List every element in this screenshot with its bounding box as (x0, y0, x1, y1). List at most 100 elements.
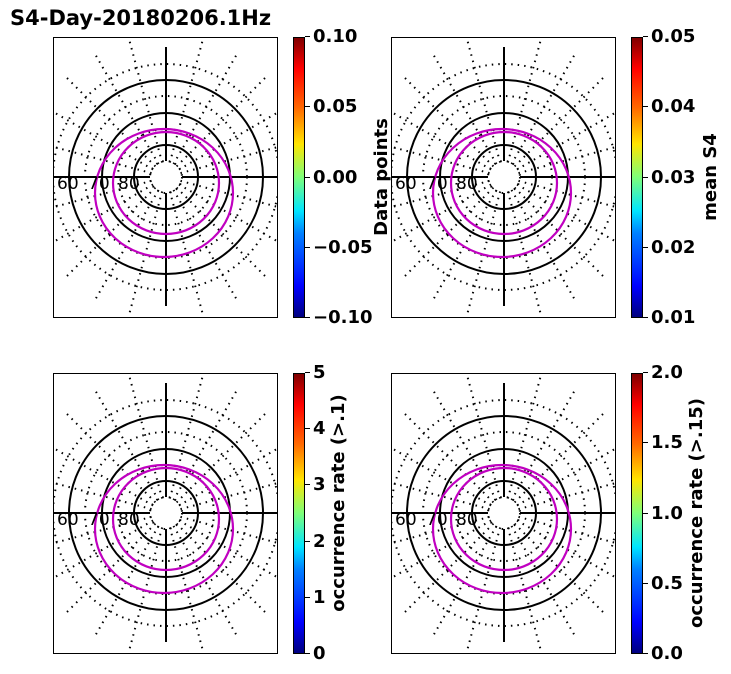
meridian-line (128, 527, 164, 649)
meridian-line (506, 377, 542, 499)
auroral-oval-inner (449, 130, 559, 236)
latitude-label: 80 (118, 510, 140, 530)
meridian-line (175, 413, 266, 504)
latitude-label: 70 (88, 510, 110, 530)
meridian-line (180, 481, 278, 511)
meridian-line (404, 186, 495, 277)
meridian-line (66, 186, 157, 277)
panel-4: 60 70 80 (391, 373, 616, 654)
figure-title: S4-Day-20180206.1Hz (10, 6, 272, 30)
meridian-line (506, 527, 542, 649)
meridian-line (128, 191, 164, 313)
meridian-line (95, 55, 160, 165)
colorbar-tick-label: −0.05 (305, 236, 373, 258)
meridian-line (172, 189, 237, 299)
panel-1: 60 70 80 (53, 37, 278, 318)
meridian-line (168, 377, 204, 499)
colorbar-tick-label: 0.05 (304, 96, 358, 118)
meridian-line (404, 413, 495, 504)
colorbar-tick-label: 1.0 (643, 502, 683, 524)
meridian-line (391, 145, 490, 175)
panel-2: 60 70 80 (391, 37, 616, 318)
meridian-line (466, 191, 502, 313)
meridian-line (391, 183, 492, 244)
latitude-label: 70 (426, 174, 448, 194)
latitude-label: 70 (88, 174, 110, 194)
colorbar-tick-label: 0.05 (642, 26, 696, 47)
latitude-label: 80 (456, 510, 478, 530)
colorbar-tick-label: 0 (305, 643, 326, 664)
panel-3: 60 70 80 (53, 373, 278, 654)
colorbar-tick-label: 0.02 (642, 236, 696, 258)
latitude-label: 60 (57, 174, 79, 194)
meridian-line (53, 110, 154, 171)
meridian-line (53, 183, 154, 244)
meridian-line (172, 391, 237, 501)
latitude-label: 70 (426, 510, 448, 530)
auroral-oval-outer (93, 463, 235, 595)
colorbar-tick-label: 5 (305, 362, 326, 383)
colorbar-tick-label: 0.0 (643, 643, 683, 664)
latitude-label: 60 (57, 510, 79, 530)
colorbar-tick-label: 1.5 (643, 432, 683, 454)
meridian-line (404, 522, 495, 613)
side-label: Data points (371, 118, 392, 236)
colorbar-label: occurrence rate (>.15) (686, 398, 707, 628)
meridian-line (53, 179, 152, 209)
meridian-line (180, 145, 278, 175)
meridian-line (516, 111, 616, 171)
auroral-oval-outer (431, 463, 573, 595)
meridian-line (178, 519, 278, 579)
auroral-oval-inner (449, 466, 559, 572)
meridian-line (391, 481, 490, 511)
colorbar-label: occurrence rate (>.1) (328, 394, 349, 612)
meridian-line (404, 77, 495, 168)
meridian-line (178, 183, 278, 243)
meridian-line (175, 522, 266, 613)
meridian-line (180, 515, 278, 545)
auroral-oval-outer (431, 127, 573, 259)
auroral-oval-inner (111, 130, 221, 236)
auroral-oval-inner (111, 466, 221, 572)
meridian-line (168, 41, 204, 163)
colorbar-tick-label: −0.10 (305, 307, 373, 328)
meridian-line (516, 519, 616, 579)
meridian-line (518, 481, 616, 511)
meridian-line (516, 447, 616, 507)
colorbar-tick-label: 1 (305, 586, 326, 608)
latitude-label: 80 (456, 174, 478, 194)
meridian-line (95, 525, 160, 635)
meridian-line (516, 183, 616, 243)
meridian-line (172, 525, 237, 635)
colorbar (631, 373, 643, 654)
meridian-line (178, 447, 278, 507)
meridian-line (95, 189, 160, 299)
meridian-line (506, 41, 542, 163)
meridian-line (53, 481, 152, 511)
meridian-line (168, 527, 204, 649)
meridian-line (513, 77, 604, 168)
colorbar-tick-label: 0.04 (642, 96, 696, 118)
meridian-line (53, 145, 152, 175)
meridian-line (172, 55, 237, 165)
meridian-line (53, 519, 154, 580)
meridian-line (391, 446, 492, 507)
colorbar-label: mean S4 (700, 133, 721, 221)
meridian-line (128, 41, 164, 163)
meridian-line (518, 179, 616, 209)
meridian-line (391, 519, 492, 580)
colorbar-tick-label: 2 (305, 530, 326, 552)
colorbar (293, 37, 305, 318)
meridian-line (433, 189, 498, 299)
meridian-line (391, 515, 490, 545)
meridian-line (175, 77, 266, 168)
meridian-line (180, 179, 278, 209)
meridian-line (466, 41, 502, 163)
meridian-line (518, 145, 616, 175)
latitude-label: 80 (118, 174, 140, 194)
meridian-line (178, 111, 278, 171)
meridian-line (506, 191, 542, 313)
meridian-line (53, 446, 154, 507)
meridian-line (466, 527, 502, 649)
colorbar-tick-label: 0.01 (642, 307, 696, 328)
